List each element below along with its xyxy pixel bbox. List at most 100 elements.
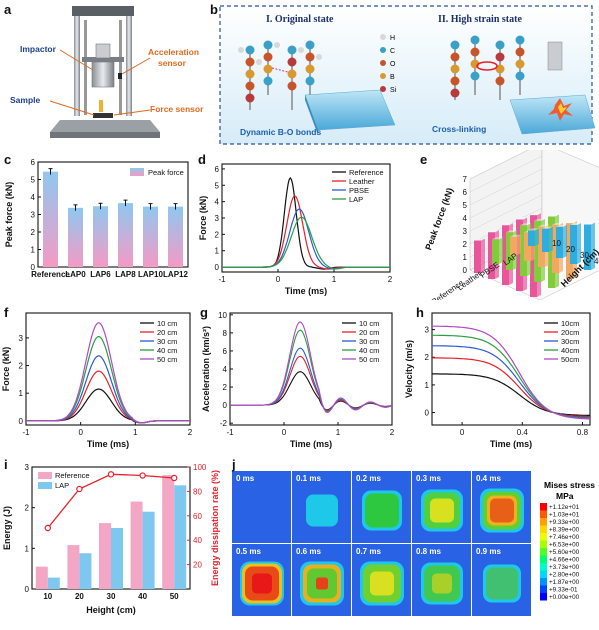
time-label: 0.5 ms (236, 547, 261, 556)
legend-swatch (38, 472, 52, 479)
plot-frame (25, 312, 191, 426)
y-axis-label: Force (kN) (198, 196, 208, 241)
bar3d-front (488, 232, 495, 279)
bar3d-side (481, 238, 485, 273)
contour-ring (432, 573, 452, 594)
z-tick-label: 1 (463, 253, 468, 262)
legend-label: 40cm (561, 346, 579, 355)
legend-label: LAP (55, 481, 69, 490)
x-tick-label: LAP0 (65, 270, 86, 279)
legend-label: 40 cm (157, 346, 177, 355)
bar3d-front (474, 240, 481, 273)
bar3d-side (535, 228, 539, 246)
scale-swatch (540, 540, 547, 548)
x-tick-label: 1 (133, 428, 138, 437)
panel-c: c 0 1 2 3 4 5 6 Reference LAP0 LAP6 LAP8 LAP10 LAP12… (0, 150, 195, 300)
legend-si-label: Si (390, 87, 397, 94)
y2-tick-label: 80 (193, 487, 202, 496)
legend-h-dot (380, 34, 386, 40)
legend-c-label: C (390, 48, 396, 55)
label-cross-linking: Cross-linking (432, 124, 487, 134)
contour-ring (370, 571, 394, 596)
x-tick-label: -1 (218, 275, 226, 284)
x-axis-label: Time (ms) (87, 439, 129, 449)
bar3d-front (584, 224, 591, 270)
bar (35, 566, 48, 589)
bar (174, 485, 187, 589)
scale-swatch (540, 578, 547, 586)
y-tick-label: 1 (25, 544, 30, 553)
label-force-sensor: Force sensor (150, 104, 204, 114)
y-tick-label: 5 (31, 176, 36, 185)
bar3d-side (591, 222, 595, 270)
bar3d-front (538, 226, 545, 267)
x-tick-label: 20 (75, 592, 84, 601)
panel-g: g -1 0 1 2 -2 0 2 4 6 8 10 10 cm 20 cm 30 cm 40 cm 50 c… (200, 303, 400, 451)
bar (143, 206, 158, 267)
scale-swatch (540, 570, 547, 578)
x-tick-label: 40 (138, 592, 147, 601)
molecular-illustration (219, 5, 596, 145)
legend-label: 30cm (561, 337, 579, 346)
panel-b: b (210, 0, 599, 148)
bar (47, 577, 60, 589)
z-tick-label: 3 (463, 227, 468, 236)
z-tick-label: 4 (463, 214, 468, 223)
legend-label: 10cm (561, 319, 579, 328)
bar3d-top (510, 234, 521, 237)
bar (99, 523, 111, 589)
bar3d-top (528, 228, 539, 231)
scale-label: +3.73e+00 (549, 564, 580, 571)
y-tick-label: -2 (220, 419, 228, 428)
panel-j: j 0 ms 0.1 ms 0.2 ms 0.3 ms 0.4 ms 0.5 ms 0.6 … (228, 455, 599, 625)
x-tick-label: 1 (336, 428, 341, 437)
series-line (26, 322, 190, 424)
bar3d-top (492, 237, 503, 240)
bar3d-front (548, 216, 555, 288)
x-tick-label: 2 (388, 275, 393, 284)
scale-swatch (540, 593, 547, 601)
scale-swatch (540, 548, 547, 556)
panel-label-h: h (416, 305, 424, 320)
y-tick-label: 0 (31, 263, 36, 272)
legend-label: 20 cm (157, 328, 177, 337)
x-axis-label: Time (ms) (290, 439, 332, 449)
legend-label: 50 cm (359, 355, 379, 364)
bar3d-top (516, 217, 527, 220)
scale-swatch (540, 518, 547, 526)
bar3d-front (516, 219, 523, 291)
bar3d-front (528, 230, 535, 246)
bar (168, 206, 183, 267)
legend-o: O (380, 60, 420, 73)
x-tick-label: LAP6 (90, 270, 111, 279)
bar3d-top (534, 218, 545, 221)
y2-tick-label: 40 (193, 536, 202, 545)
scale-label: +9.33e+00 (549, 519, 580, 526)
legend-label: 50cm (561, 355, 579, 364)
bar (68, 207, 83, 267)
series-line (432, 357, 590, 418)
scale-label: +1.87e+00 (549, 579, 580, 586)
y-tick-label: 0 (25, 585, 30, 594)
contour-ring (486, 567, 518, 600)
bar3d-front (534, 220, 541, 282)
scale-swatch (540, 533, 547, 541)
x-tick-label: 0 (276, 275, 281, 284)
scale-swatch (540, 510, 547, 518)
bar3d-front (566, 223, 573, 279)
panel-e: e 0 1 2 3 4 5 6 7 Peak force (kN) Reference Leathe… (402, 142, 599, 307)
legend-label: LAP (349, 195, 363, 204)
time-label: 0.8 ms (416, 547, 441, 556)
label-impactor: Impactor (20, 44, 56, 54)
time-label: 0.7 ms (356, 547, 381, 556)
contour-ring (316, 577, 328, 590)
bar3d-front (510, 236, 517, 255)
dissipation-point (170, 474, 178, 482)
bar3d-front (542, 228, 549, 252)
y-tick-label: 3 (425, 326, 430, 335)
legend-label: Peak force (148, 168, 184, 177)
panel-label-d: d (198, 152, 206, 167)
